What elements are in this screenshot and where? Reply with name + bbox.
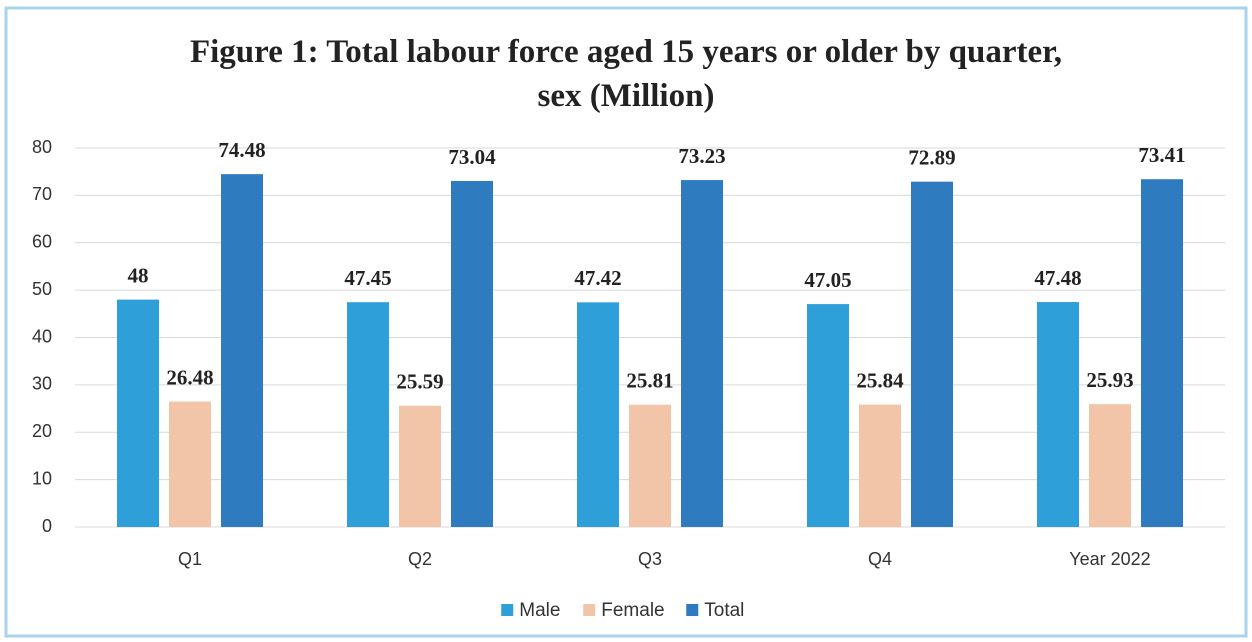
bar [807,304,849,527]
x-tick-label: Q4 [868,549,892,569]
data-label: 48 [128,263,149,287]
bar [347,302,389,527]
y-tick-label: 30 [32,374,52,394]
y-tick-label: 20 [32,421,52,441]
x-tick-label: Q2 [408,549,432,569]
bar [629,404,671,527]
y-tick-label: 40 [32,326,52,346]
y-tick-label: 80 [32,137,52,157]
frame [4,6,1248,638]
y-tick-label: 60 [32,232,52,252]
chart-title: Figure 1: Total labour force aged 15 yea… [189,34,1063,114]
x-tick-label: Year 2022 [1069,549,1150,569]
data-label: 25.59 [396,370,443,394]
data-label: 74.48 [218,138,265,162]
bar [117,299,159,527]
data-label: 25.84 [856,368,904,392]
bar [911,181,953,527]
legend-label: Total [704,600,744,621]
legend-label: Male [519,600,560,621]
bar [169,401,211,527]
data-label: 72.89 [908,145,955,169]
data-label: 47.05 [804,268,851,292]
y-tick-label: 0 [42,516,52,536]
data-label: 73.04 [448,145,496,169]
data-label: 25.93 [1086,368,1133,392]
bar [399,405,441,527]
bar [1037,302,1079,527]
data-label: 26.48 [166,365,213,389]
x-tick-label: Q1 [178,549,202,569]
bar [577,302,619,527]
data-label: 25.81 [626,369,673,393]
data-label: 73.41 [1138,143,1185,167]
bar [1141,179,1183,527]
bar [859,404,901,527]
y-tick-label: 10 [32,468,52,488]
y-tick-label: 50 [32,279,52,299]
legend-label: Female [601,600,664,621]
bar [1089,404,1131,527]
data-label: 47.45 [344,266,391,290]
legend-swatch [501,604,514,616]
legend-swatch [583,604,596,616]
legend-swatch [686,604,699,616]
bar [221,174,263,527]
data-label: 47.48 [1034,266,1081,290]
x-tick-label: Q3 [638,549,662,569]
y-tick-label: 70 [32,184,52,204]
data-label: 73.23 [678,144,725,168]
data-label: 47.42 [574,266,621,290]
bar [451,180,493,527]
bar [681,180,723,527]
